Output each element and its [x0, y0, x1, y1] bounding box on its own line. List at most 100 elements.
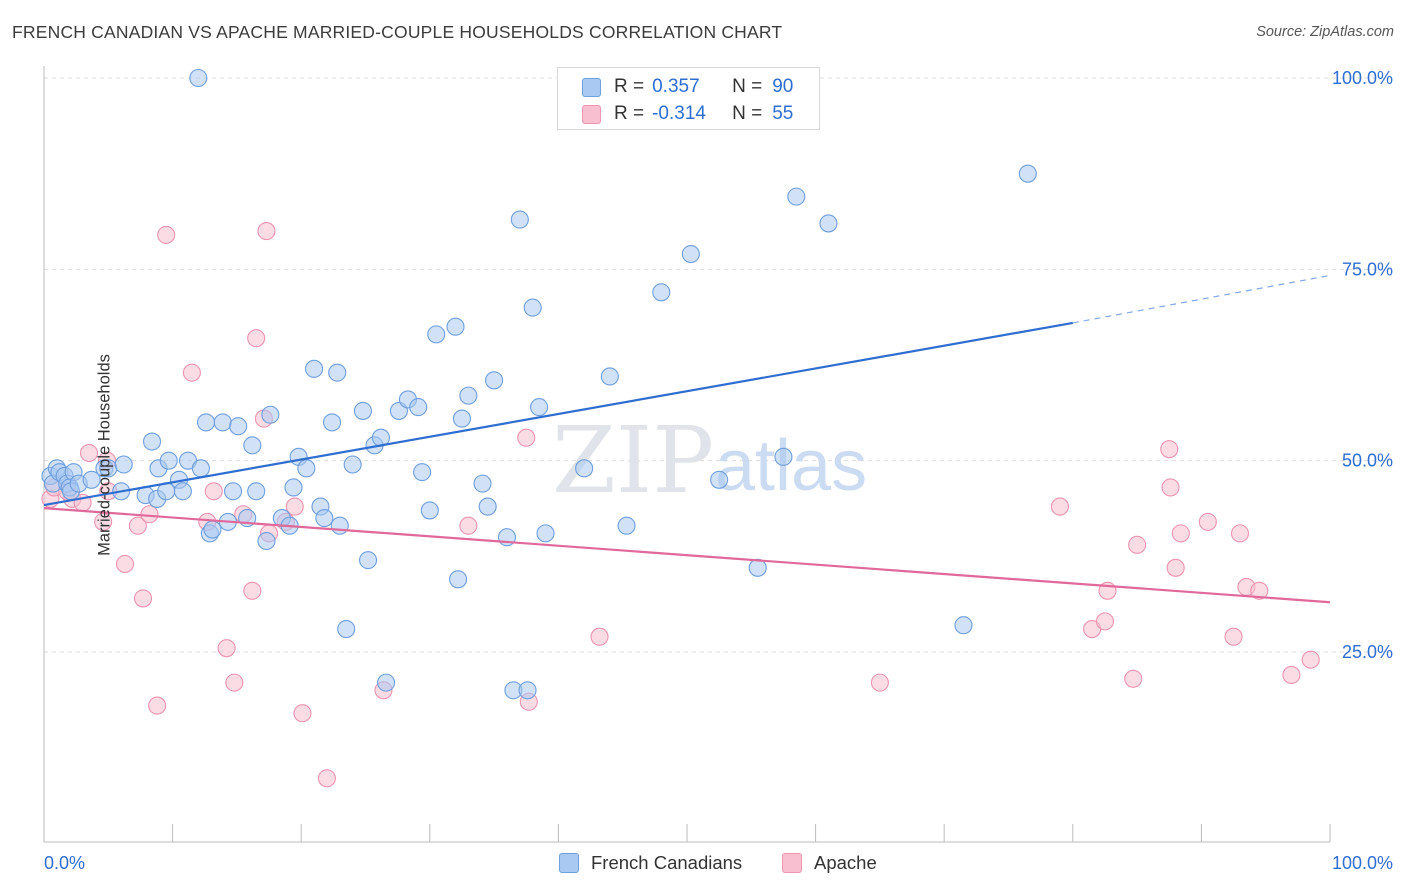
data-point — [359, 551, 378, 570]
legend-item-french-canadians[interactable]: French Canadians — [559, 852, 742, 874]
chart-title: FRENCH CANADIAN VS APACHE MARRIED-COUPLE… — [12, 22, 783, 42]
data-point — [1301, 650, 1320, 669]
data-point — [217, 639, 236, 658]
y-tick-label: 100.0% — [1332, 68, 1393, 88]
legend-item-apache[interactable]: Apache — [782, 852, 877, 874]
data-point — [213, 413, 232, 432]
data-point — [870, 673, 889, 692]
data-point — [133, 589, 153, 608]
data-point — [478, 497, 497, 516]
data-point — [449, 570, 468, 589]
tick-labels: 25.0% 50.0% 75.0% 100.0% 0.0% 100.0% — [44, 68, 1393, 873]
data-point — [1282, 665, 1301, 685]
data-point — [710, 470, 729, 489]
watermark-atlas: atlas — [715, 426, 867, 506]
data-point — [115, 554, 135, 574]
legend-row-french-canadians: R = 0.357 N = 90 — [582, 76, 793, 98]
data-point — [1198, 512, 1217, 531]
legend-swatch-pink — [782, 853, 802, 873]
data-point — [473, 474, 492, 493]
trend-lines — [43, 274, 1331, 604]
data-point — [82, 470, 101, 489]
data-point — [114, 455, 133, 474]
data-point — [1160, 440, 1179, 459]
data-point — [1018, 164, 1037, 183]
data-point — [204, 482, 223, 501]
data-point — [518, 681, 537, 700]
y-tick-label: 50.0% — [1342, 451, 1393, 471]
data-point — [142, 432, 162, 451]
data-point — [293, 704, 312, 723]
legend-r-label: R = — [614, 76, 645, 97]
data-point — [617, 516, 636, 535]
data-point — [330, 516, 349, 535]
legend-n-label: N = — [732, 103, 763, 124]
data-point — [652, 283, 671, 302]
data-point — [459, 386, 478, 405]
data-point — [420, 501, 439, 520]
data-point — [297, 459, 316, 478]
data-point — [681, 244, 700, 264]
data-point — [323, 413, 342, 432]
data-point — [485, 371, 504, 390]
data-point — [257, 222, 276, 241]
data-point — [954, 616, 973, 635]
data-point — [189, 68, 208, 88]
data-point — [1250, 581, 1269, 600]
data-point — [446, 317, 465, 336]
trend-line-apache — [43, 507, 1331, 604]
data-point — [247, 329, 266, 348]
correlation-legend: R = 0.357 N = 90 R = -0.314 N = 55 — [557, 67, 820, 130]
data-point — [247, 482, 266, 501]
data-point — [530, 398, 549, 417]
data-point — [1171, 524, 1190, 543]
y-tick-label: 75.0% — [1342, 259, 1393, 279]
legend-r-value: 0.357 — [652, 76, 700, 97]
source-credit: Source: ZipAtlas.com — [1256, 24, 1394, 40]
y-tick-label: 25.0% — [1342, 642, 1393, 662]
data-point — [159, 451, 178, 470]
watermark-zip: ZIP — [552, 407, 714, 514]
legend-row-apache: R = -0.314 N = 55 — [582, 103, 793, 125]
data-point — [225, 673, 244, 692]
data-point — [148, 696, 167, 715]
trend-line-french-canadians — [43, 321, 1073, 507]
legend-swatch-blue — [582, 77, 601, 97]
data-point — [590, 627, 609, 646]
data-point — [1095, 612, 1114, 631]
data-point — [140, 505, 159, 524]
data-point — [305, 359, 324, 378]
data-point — [536, 524, 555, 543]
data-point — [343, 455, 362, 474]
data-point — [203, 520, 222, 539]
data-point — [243, 581, 262, 600]
legend-n-value: 90 — [772, 76, 794, 97]
data-point — [409, 398, 428, 417]
legend-r-label: R = — [614, 103, 645, 124]
data-point — [517, 428, 536, 447]
data-point — [317, 769, 336, 788]
data-point — [523, 298, 542, 317]
data-point — [173, 482, 192, 501]
series-legend: French Canadians Apache — [0, 852, 1406, 876]
data-point — [1230, 524, 1250, 543]
y-axis-label: Married-couple Households — [95, 354, 114, 556]
legend-n-label: N = — [732, 76, 763, 97]
data-point — [243, 436, 262, 455]
data-point — [353, 401, 372, 420]
legend-label-french-canadians: French Canadians — [591, 852, 743, 873]
data-point — [1166, 558, 1185, 577]
data-point — [79, 443, 99, 463]
data-point — [337, 619, 356, 639]
legend-r-value: -0.314 — [652, 103, 706, 124]
data-point — [413, 463, 432, 482]
data-point — [1224, 627, 1243, 646]
data-point — [229, 417, 248, 436]
data-point — [575, 459, 594, 478]
data-point — [459, 516, 478, 535]
data-point — [284, 478, 303, 497]
data-point — [182, 363, 201, 382]
data-point — [285, 497, 304, 516]
trend-extension-french-canadians — [1072, 274, 1331, 324]
